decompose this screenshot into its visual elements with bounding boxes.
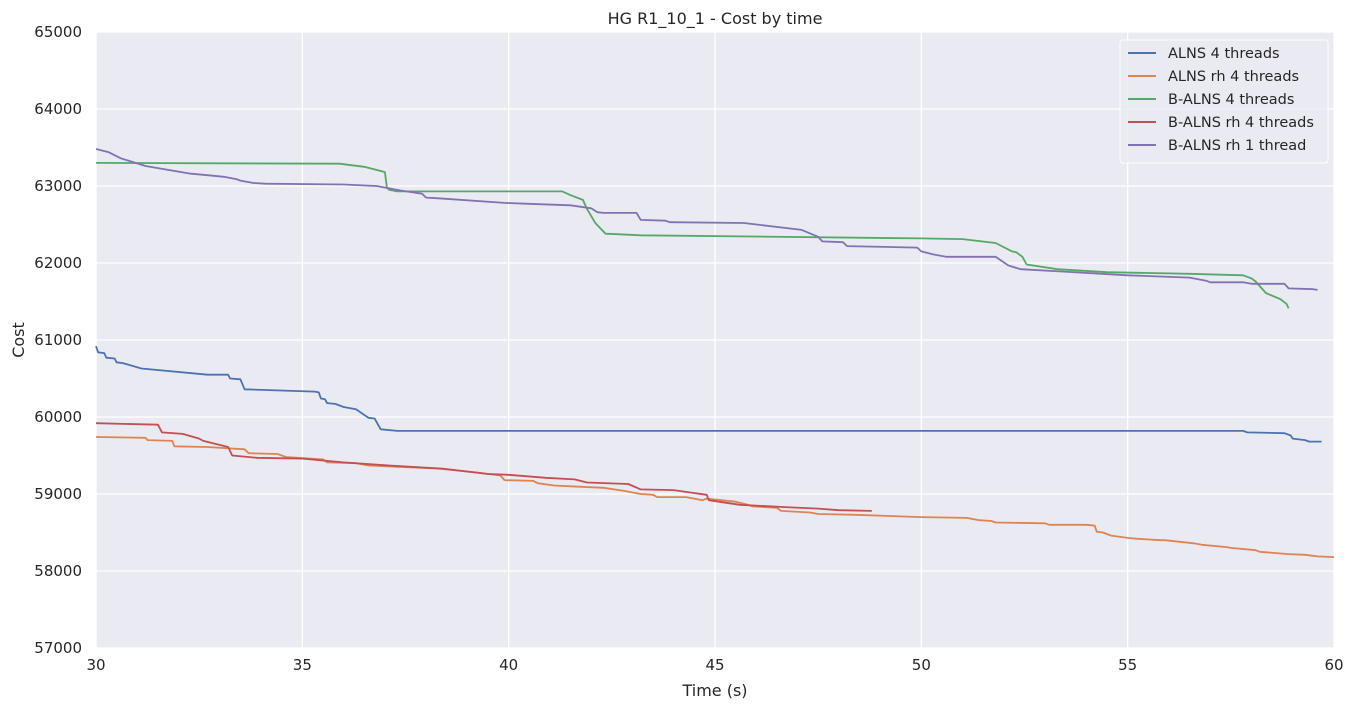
- legend-box: [1119, 39, 1329, 164]
- legend-label-3: B-ALNS rh 4 threads: [1168, 115, 1314, 131]
- y-tick-label: 57000: [34, 639, 82, 657]
- legend-label-0: ALNS 4 threads: [1168, 46, 1280, 62]
- y-axis-ticks: 57000 58000 59000 60000 61000 62000 63000 64000…: [34, 23, 82, 657]
- series-lines: [95, 148, 1335, 558]
- series-line-4: [95, 148, 1318, 291]
- x-tick-label: 40: [499, 656, 518, 674]
- x-tick-label: 60: [1324, 656, 1343, 674]
- legend-label-1: ALNS rh 4 threads: [1168, 69, 1299, 85]
- legend-label-4: B-ALNS rh 1 thread: [1168, 138, 1306, 154]
- legend: ALNS 4 threads ALNS rh 4 threads B-ALNS 4 …: [1119, 39, 1329, 164]
- x-tick-label: 45: [705, 656, 724, 674]
- x-tick-label: 55: [1118, 656, 1137, 674]
- series-line-0: [95, 345, 1322, 443]
- y-tick-label: 60000: [34, 408, 82, 426]
- y-tick-label: 61000: [34, 331, 82, 349]
- x-axis-label: Time (s): [681, 681, 747, 700]
- series-line-2: [95, 162, 1290, 309]
- chart-title: HG R1_10_1 - Cost by time: [608, 9, 823, 29]
- series-line-3: [95, 422, 872, 512]
- grid-lines: [95, 31, 1335, 649]
- x-tick-label: 30: [86, 656, 105, 674]
- x-tick-label: 50: [912, 656, 931, 674]
- x-axis-ticks: 30 35 40 45 50 55 60: [86, 656, 1343, 674]
- y-tick-label: 62000: [34, 254, 82, 272]
- y-tick-label: 65000: [34, 23, 82, 41]
- y-tick-label: 63000: [34, 177, 82, 195]
- legend-label-2: B-ALNS 4 threads: [1168, 92, 1294, 108]
- x-tick-label: 35: [293, 656, 312, 674]
- y-tick-label: 59000: [34, 485, 82, 503]
- y-tick-label: 64000: [34, 100, 82, 118]
- y-axis-label: Cost: [9, 322, 28, 358]
- y-tick-label: 58000: [34, 562, 82, 580]
